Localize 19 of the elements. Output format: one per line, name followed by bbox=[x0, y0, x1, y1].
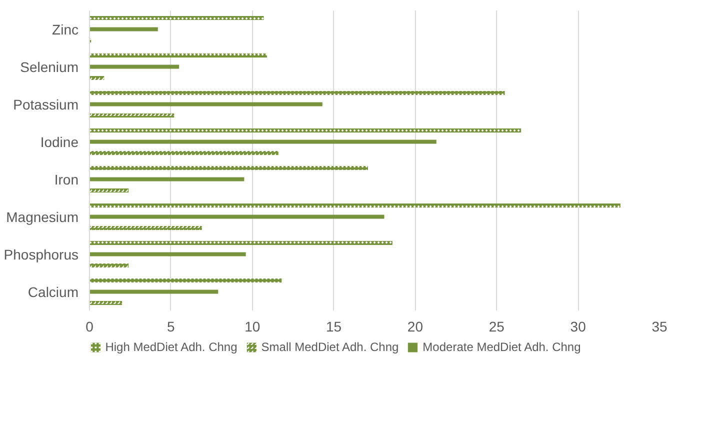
x-tick-label: 10 bbox=[244, 318, 260, 334]
x-tick-label: 20 bbox=[407, 318, 424, 334]
y-tick-label: Iodine bbox=[40, 134, 79, 150]
y-tick-label: Calcium bbox=[28, 284, 79, 300]
y-tick-label: Phosphorus bbox=[4, 246, 78, 262]
legend-label: Small MedDiet Adh. Chng bbox=[261, 340, 399, 354]
legend-label: High MedDiet Adh. Chng bbox=[105, 340, 238, 354]
x-tick-label: 0 bbox=[86, 318, 94, 334]
x-tick-label: 15 bbox=[326, 318, 342, 334]
y-tick-label: Magnesium bbox=[6, 208, 79, 225]
x-tick-label: 5 bbox=[167, 318, 176, 334]
y-tick-label: Iron bbox=[54, 171, 78, 188]
x-tick-label: 30 bbox=[570, 318, 586, 334]
x-tick-label: 25 bbox=[488, 318, 505, 334]
x-tick-label: 35 bbox=[652, 318, 668, 334]
y-tick-label: Selenium bbox=[20, 58, 79, 75]
legend-label: Moderate MedDiet Adh. Chng bbox=[422, 340, 581, 354]
y-tick-label: Potassium bbox=[13, 96, 78, 112]
y-tick-label: Zinc bbox=[52, 21, 79, 38]
